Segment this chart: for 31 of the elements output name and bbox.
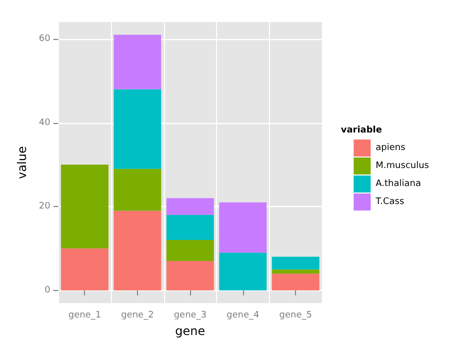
bar	[166, 198, 214, 215]
bar	[219, 252, 267, 290]
bar	[166, 261, 214, 290]
x-axis-title: gene	[175, 324, 206, 338]
bar	[272, 269, 320, 274]
bar	[272, 274, 320, 290]
y-tick-label: 60	[38, 34, 51, 44]
bar	[166, 240, 214, 261]
legend-label: T.Cass	[374, 197, 404, 207]
bar	[166, 214, 214, 240]
bar	[60, 248, 108, 290]
bar	[219, 202, 267, 253]
legend-label: apiens	[376, 143, 406, 153]
bar	[272, 256, 320, 270]
x-tick-label: gene_3	[174, 310, 207, 321]
y-tick-label: 20	[38, 202, 51, 212]
legend-label: M.musculus	[376, 161, 430, 171]
y-tick-label: 0	[44, 285, 51, 296]
y-axis-title: value	[15, 146, 29, 179]
bar	[114, 210, 162, 290]
legend-title: variable	[340, 126, 382, 136]
x-tick-label: gene_5	[279, 310, 312, 321]
bar	[114, 89, 162, 169]
bar	[114, 34, 162, 90]
bar	[114, 168, 162, 211]
y-tick-label: 40	[38, 118, 51, 128]
bar	[60, 164, 108, 248]
legend-label: A.thaliana	[376, 179, 422, 189]
x-tick-label: gene_2	[121, 310, 154, 321]
x-tick-label: gene_1	[68, 310, 102, 321]
x-tick-label: gene_4	[226, 310, 260, 321]
